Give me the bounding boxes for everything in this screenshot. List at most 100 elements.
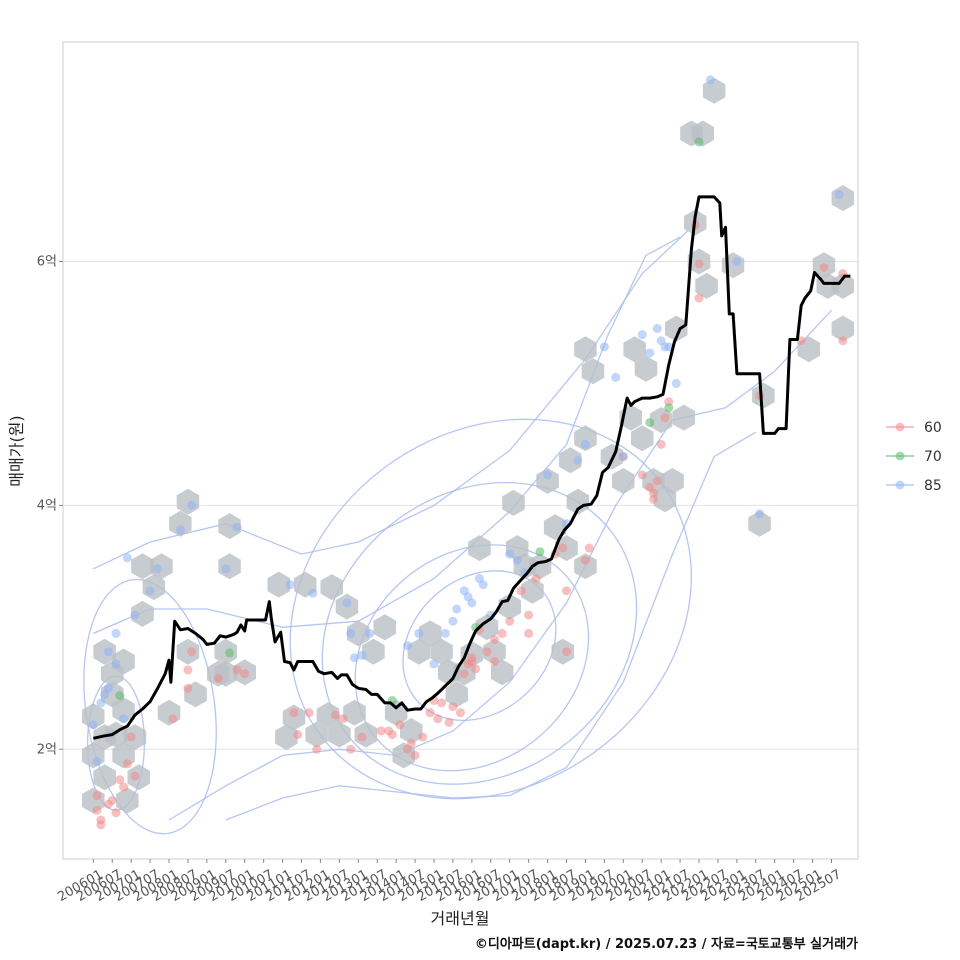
hexbin [445,681,468,708]
point-60 [482,647,492,657]
hexbin [131,553,154,580]
point-85 [175,525,185,535]
point-85 [111,628,121,638]
hexbin [343,699,366,726]
x-axis: 2006012006072007012007072008012008072009… [55,859,844,905]
plot-panel [62,41,859,860]
legend-key-point [895,480,905,490]
legend: 60 70 85 [886,420,942,494]
point-60 [562,647,571,657]
hexbin [574,425,597,452]
point-85 [103,683,113,693]
hexbin [483,638,506,665]
point-70 [535,547,545,557]
point-60 [838,336,848,346]
hexbin [347,620,370,647]
point-60 [338,714,348,724]
point-85 [403,641,412,651]
point-85 [103,647,113,657]
point-60 [289,708,299,718]
point-60 [819,263,829,273]
point-60 [656,439,666,449]
legend-key-point [895,451,905,461]
hexbin [468,535,491,562]
point-60 [130,771,140,781]
legend-label: 85 [924,478,942,494]
point-70 [694,137,704,147]
point-60 [92,805,102,815]
point-85 [350,653,359,663]
point-85 [357,650,367,660]
point-60 [119,782,129,792]
point-85 [611,372,621,382]
point-60 [694,259,704,269]
point-85 [130,610,140,620]
point-60 [516,586,526,596]
hexbin [282,704,306,731]
point-60 [637,470,647,480]
hexbin [112,697,135,724]
point-60 [183,665,193,675]
point-85 [365,628,375,638]
point-85 [187,500,197,510]
point-60 [122,759,132,769]
point-85 [342,598,352,608]
point-60 [524,628,534,638]
contour-line [93,236,681,634]
point-60 [168,714,178,724]
point-70 [664,403,674,413]
point-70 [225,648,235,658]
point-85 [652,324,662,334]
caption: ©디아파트(dapt.kr) / 2025.07.23 / 자료=국토교통부 실… [475,936,858,952]
point-60 [293,730,303,740]
hexbin [665,315,688,342]
point-60 [418,732,428,742]
hexbin [528,553,552,580]
point-85 [448,616,458,626]
point-60 [406,738,416,748]
hexbin [82,703,105,730]
contour-line [93,230,689,570]
point-85 [440,628,450,638]
hexbin [502,489,525,516]
point-60 [694,293,704,303]
point-60 [505,616,515,626]
point-60 [92,791,102,801]
point-60 [410,750,420,760]
hexbin [748,510,771,537]
point-60 [425,708,435,718]
contour-line [168,309,832,821]
hexbin [536,468,559,494]
point-60 [183,683,193,693]
hexbin [623,336,646,363]
x-axis-title: 거래년월 [431,909,490,928]
point-85 [88,720,98,730]
point-60 [490,656,500,666]
point-85 [429,659,439,669]
hexbin [218,513,241,540]
point-85 [119,714,129,724]
y-tick-label: 4억 [37,498,57,513]
point-60 [456,708,465,718]
hexbin [131,600,154,627]
point-85 [755,509,765,519]
hexbin [419,620,442,647]
hexbin [831,272,855,299]
y-tick-label: 2억 [37,742,57,757]
legend-label: 70 [924,449,942,465]
point-60 [126,732,136,742]
y-axis-title: 매매가(원) [7,415,26,486]
point-60 [580,555,590,565]
point-60 [467,653,477,663]
point-60 [459,669,469,679]
hexbin [661,468,684,494]
hexbin [490,659,514,686]
point-60 [660,413,670,423]
point-60 [111,808,121,818]
point-85 [543,470,553,480]
point-60 [395,720,405,730]
point-85 [705,75,715,85]
point-60 [213,674,223,684]
point-85 [122,553,132,563]
point-60 [437,698,447,708]
